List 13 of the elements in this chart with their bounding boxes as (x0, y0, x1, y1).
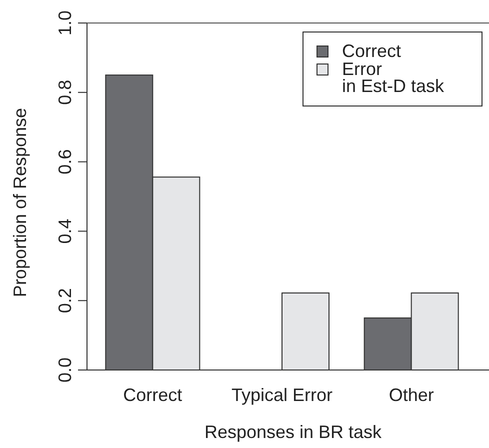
x-tick-label: Other (388, 385, 434, 405)
x-axis-title: Responses in BR task (204, 422, 383, 442)
legend-label: Correct (342, 41, 402, 61)
x-tick-label: Correct (123, 385, 182, 405)
y-axis-title: Proportion of Response (10, 108, 30, 298)
y-tick-label: 0.8 (55, 80, 75, 105)
y-tick-label: 0.0 (55, 357, 75, 383)
y-tick-label: 0.2 (55, 288, 75, 314)
y-tick-label: 0.6 (55, 149, 75, 174)
legend-label: Error in Est-D task (342, 59, 446, 96)
y-tick-label: 0.4 (55, 218, 75, 244)
y-tick-label: 1.0 (55, 10, 75, 36)
x-tick-label: Typical Error (231, 385, 333, 405)
